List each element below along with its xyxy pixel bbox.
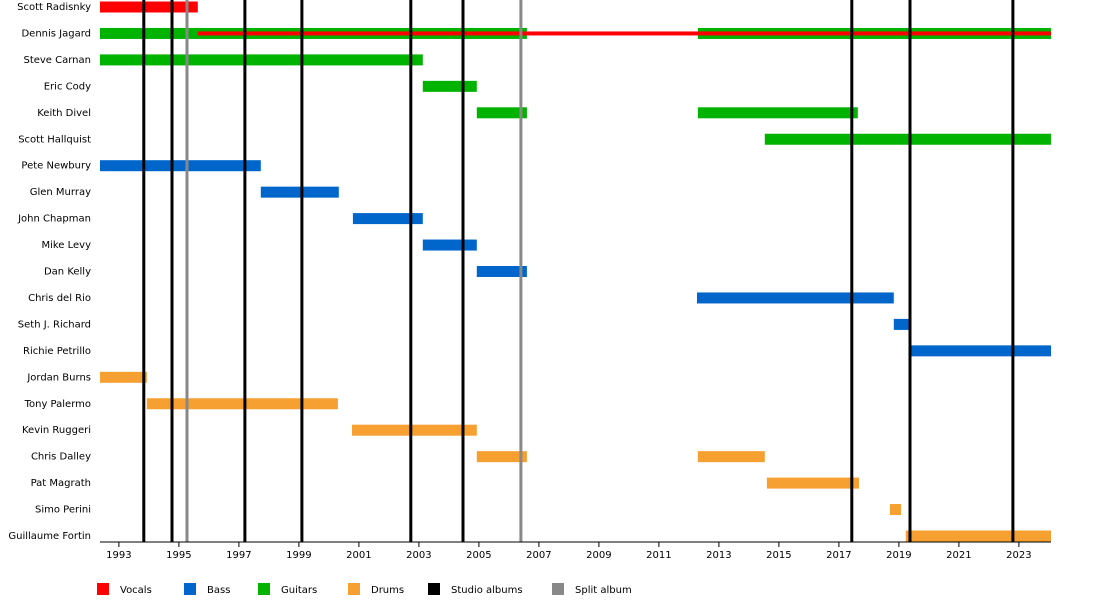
x-tick-label: 2015 [766,550,791,561]
legend-swatch [552,583,564,595]
legend-label: Drums [371,585,404,596]
legend-label: Guitars [281,585,317,596]
member-bar [146,398,338,410]
member-bar [764,133,1051,145]
member-label: Eric Cody [44,81,91,92]
legend-label: Studio albums [451,585,523,596]
legend-swatch [348,583,360,595]
member-label: Mike Levy [41,240,91,251]
x-tick-label: 2007 [526,550,551,561]
legend-label: Bass [207,585,230,596]
legend-swatch [428,583,440,595]
member-bar [476,107,527,119]
member-bar [352,213,423,225]
member-bar [100,371,147,383]
member-label: Richie Petrillo [23,346,91,357]
legend-swatch [97,583,109,595]
member-label: Kevin Ruggeri [22,425,91,436]
member-label: Scott Hallquist [18,134,91,145]
x-tick-label: 2005 [466,550,491,561]
member-label: Steve Carnan [23,55,91,66]
x-tick-label: 2023 [1006,550,1031,561]
member-label: Dan Kelly [44,267,91,278]
x-tick-label: 2021 [946,550,971,561]
member-label: Pat Magrath [31,478,91,489]
member-label: Seth J. Richard [18,319,91,330]
member-bar [889,504,901,516]
member-label: John Chapman [17,214,91,225]
x-tick-label: 2009 [586,550,611,561]
x-tick-label: 1999 [286,550,311,561]
x-tick-label: 2019 [886,550,911,561]
legend-swatch [258,583,270,595]
member-bar [260,186,339,198]
legend-label: Split album [575,585,632,596]
member-label: Guillaume Fortin [8,531,91,542]
x-tick-label: 1993 [106,550,131,561]
member-bar [476,266,527,277]
member-label: Pete Newbury [21,161,91,172]
member-bar [197,31,1052,36]
member-bar [905,530,1051,542]
member-label: Simo Perini [35,505,91,516]
member-bar [476,451,527,463]
x-tick-label: 1997 [226,550,251,561]
member-label: Dennis Jagard [21,28,91,39]
x-tick-label: 1995 [166,550,191,561]
x-tick-label: 2013 [706,550,731,561]
x-tick-label: 2011 [646,550,671,561]
member-bar [352,424,477,436]
legend-swatch [184,583,196,595]
member-bar [893,318,911,330]
member-label: Chris Dalley [31,452,91,463]
member-label: Tony Palermo [24,399,91,410]
member-label: Scott Radisnky [17,2,91,13]
member-label: Keith Divel [37,108,91,119]
member-bar [422,239,477,251]
member-bar [100,1,198,13]
member-label: Glen Murray [30,187,91,198]
x-tick-label: 2017 [826,550,851,561]
x-tick-label: 2003 [406,550,431,561]
member-bar [422,80,477,92]
member-bar [697,107,858,119]
member-label: Chris del Rio [28,293,91,304]
member-bar [910,345,1051,357]
member-bar [100,54,423,66]
legend-label: Vocals [120,585,152,596]
x-tick-label: 2001 [346,550,371,561]
member-label: Jordan Burns [26,372,91,383]
member-bar [697,292,894,304]
member-bar [697,451,765,463]
member-bar [766,477,859,489]
member-bar [100,160,261,172]
